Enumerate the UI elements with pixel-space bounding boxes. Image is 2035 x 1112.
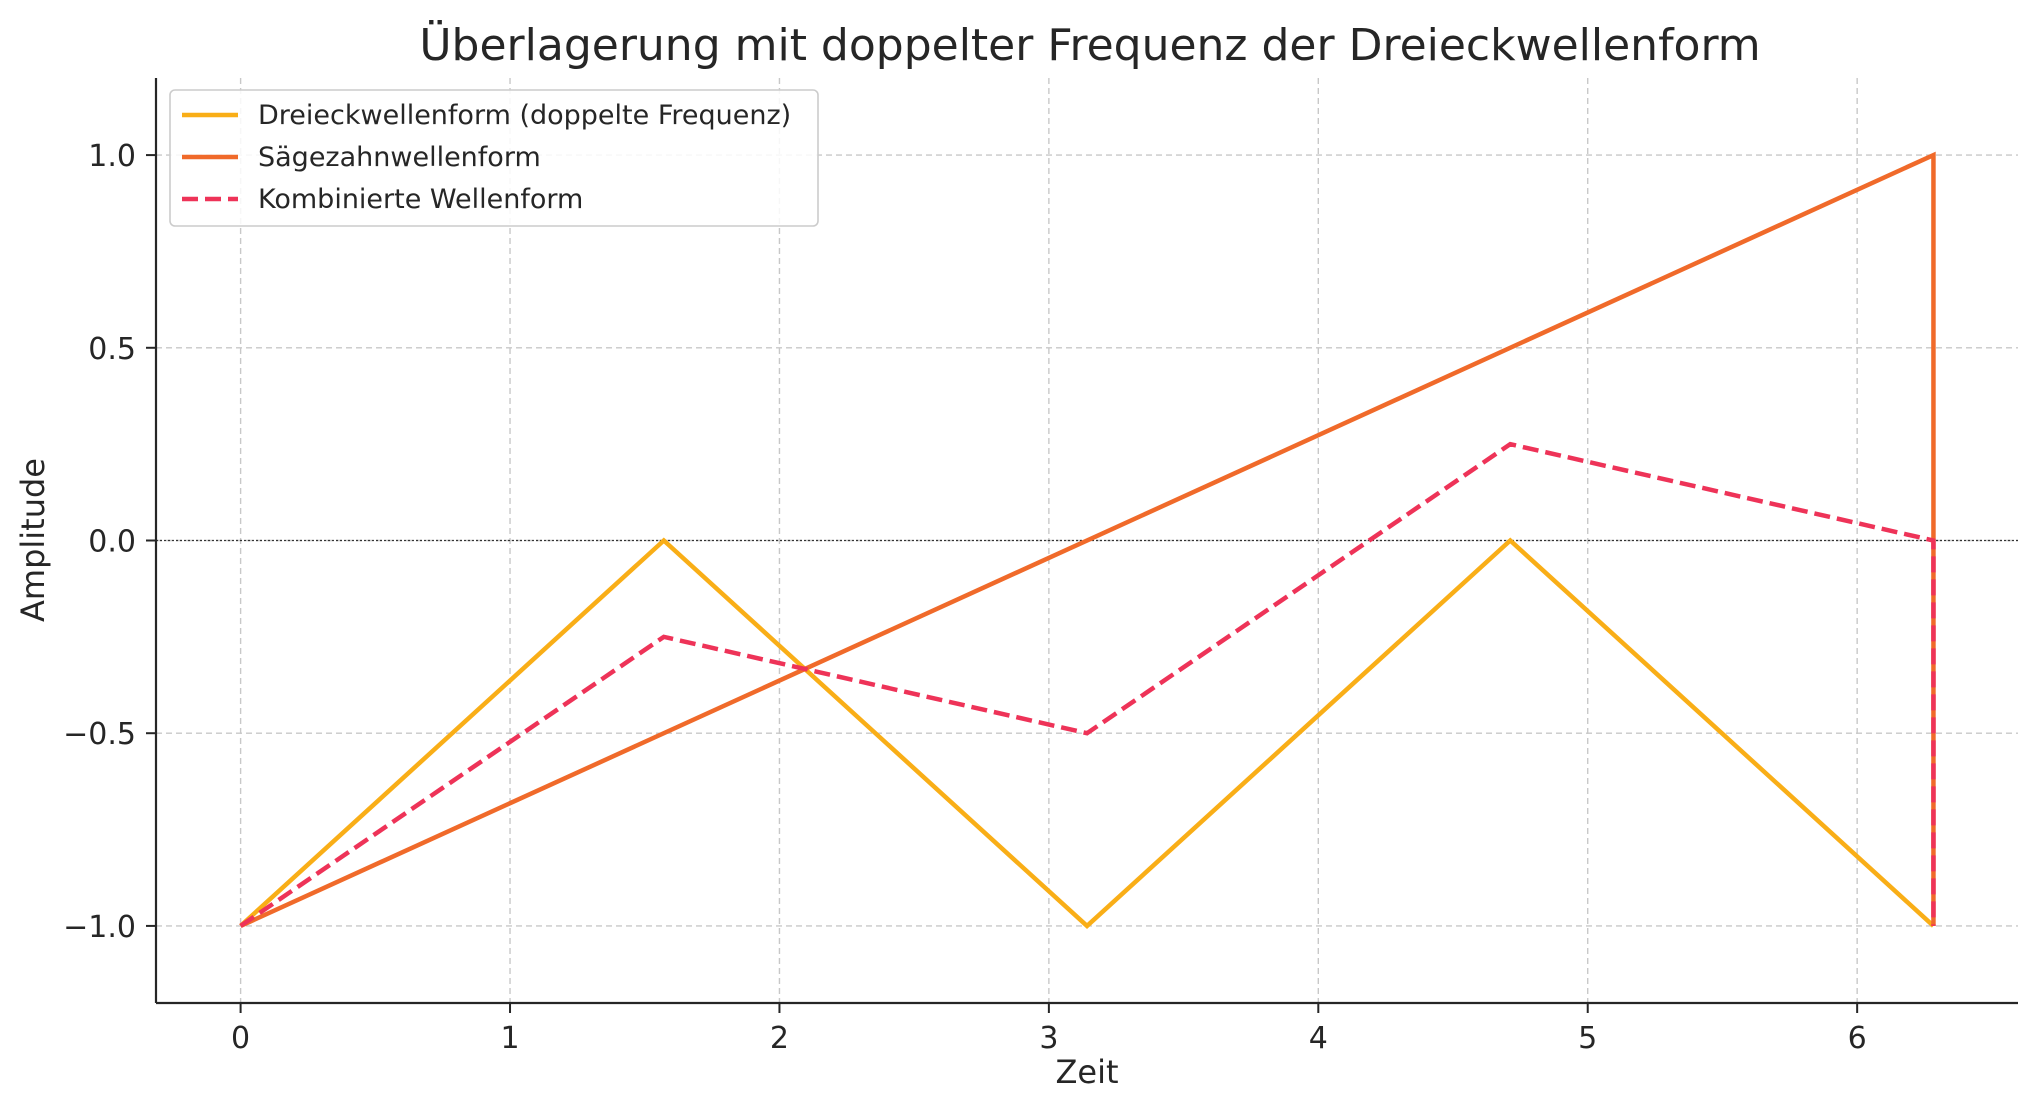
x-tick-label: 3 bbox=[1039, 1021, 1058, 1056]
y-axis-ticks: −1.0 −0.5 0.0 0.5 1.0 bbox=[63, 139, 156, 945]
chart-title: Überlagerung mit doppelter Frequenz der … bbox=[419, 19, 1760, 71]
x-axis-title: Zeit bbox=[1055, 1053, 1118, 1091]
series-line-3 bbox=[239, 441, 1936, 928]
x-axis-ticks: 0 1 2 3 4 5 6 bbox=[231, 1003, 1867, 1056]
legend-label: Kombinierte Wellenform bbox=[258, 184, 583, 215]
y-tick-label: 0.0 bbox=[88, 525, 136, 560]
y-tick-label: 1.0 bbox=[88, 139, 136, 174]
x-tick-label: 4 bbox=[1309, 1021, 1328, 1056]
y-tick-label: −0.5 bbox=[63, 717, 136, 752]
y-tick-label: −1.0 bbox=[63, 910, 136, 945]
legend-label: Sägezahnwellenform bbox=[258, 142, 541, 173]
x-tick-label: 5 bbox=[1578, 1021, 1597, 1056]
series-line-1 bbox=[239, 537, 1935, 929]
y-axis-title: Amplitude bbox=[14, 458, 52, 622]
y-tick-label: 0.5 bbox=[88, 332, 136, 367]
x-tick-label: 2 bbox=[770, 1021, 789, 1056]
x-tick-label: 6 bbox=[1848, 1021, 1867, 1056]
legend: Dreieckwellenform (doppelte Frequenz) Säg… bbox=[169, 89, 819, 227]
x-tick-label: 1 bbox=[500, 1021, 519, 1056]
x-tick-label: 0 bbox=[231, 1021, 250, 1056]
legend-label: Dreieckwellenform (doppelte Frequenz) bbox=[258, 100, 791, 131]
legend-box bbox=[169, 89, 819, 227]
series-lines bbox=[239, 151, 1936, 929]
